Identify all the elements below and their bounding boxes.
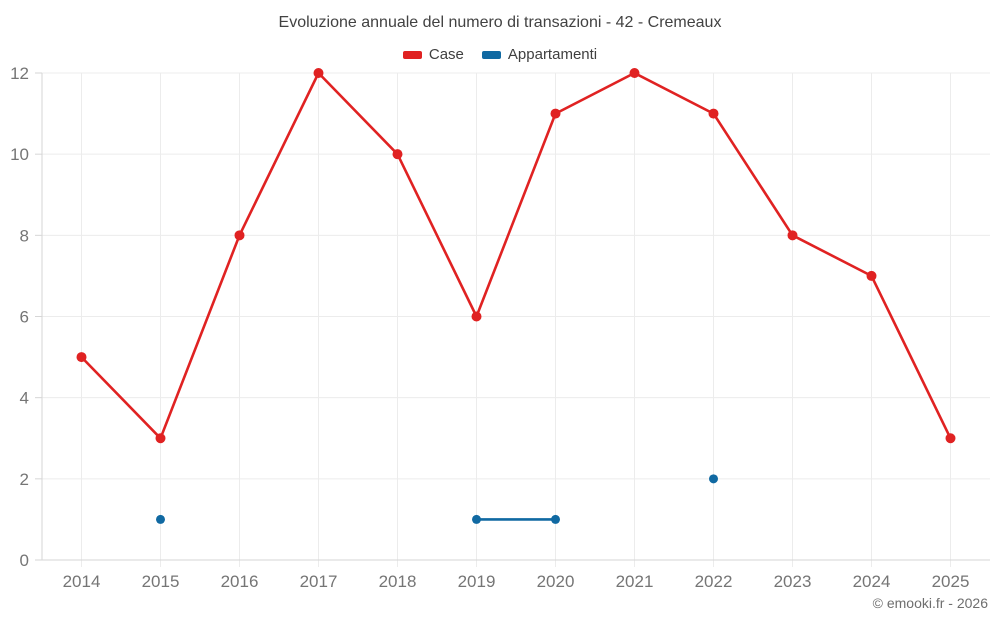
x-tick-label: 2022 bbox=[695, 572, 733, 591]
legend-item-case[interactable]: Case bbox=[402, 46, 464, 63]
x-tick-label: 2018 bbox=[379, 572, 417, 591]
y-tick-label: 0 bbox=[20, 551, 29, 570]
case-point bbox=[76, 352, 87, 363]
y-tick-label: 12 bbox=[10, 64, 29, 83]
x-tick-label: 2024 bbox=[853, 572, 891, 591]
x-tick-label: 2023 bbox=[774, 572, 812, 591]
case-point bbox=[155, 433, 166, 444]
appartamenti-legend-label: Appartamenti bbox=[507, 46, 598, 63]
case-point bbox=[392, 149, 403, 160]
appartamenti-point bbox=[472, 514, 481, 524]
x-tick-label: 2019 bbox=[458, 572, 496, 591]
y-tick-label: 8 bbox=[20, 226, 29, 245]
case-legend-swatch bbox=[402, 50, 422, 59]
y-tick-label: 2 bbox=[20, 470, 29, 489]
x-tick-label: 2017 bbox=[300, 572, 338, 591]
legend: Case Appartamenti bbox=[0, 46, 1000, 63]
case-point bbox=[866, 270, 877, 281]
case-point bbox=[313, 68, 324, 78]
y-tick-label: 6 bbox=[20, 308, 29, 327]
legend-item-appartamenti[interactable]: Appartamenti bbox=[481, 46, 598, 63]
case-point bbox=[787, 230, 798, 241]
appartamenti-point bbox=[156, 514, 165, 524]
copyright: © emooki.fr - 2026 bbox=[872, 595, 988, 611]
case-point bbox=[945, 433, 956, 444]
x-tick-label: 2014 bbox=[63, 572, 101, 591]
case-point bbox=[550, 108, 561, 119]
x-tick-label: 2015 bbox=[142, 572, 180, 591]
case-legend-label: Case bbox=[428, 46, 464, 63]
y-tick-label: 4 bbox=[20, 389, 29, 408]
case-point bbox=[629, 68, 640, 78]
appartamenti-point bbox=[551, 514, 560, 524]
case-line bbox=[80, 71, 952, 440]
chart-title: Evoluzione annuale del numero di transaz… bbox=[278, 14, 722, 31]
appartamenti-legend-swatch bbox=[481, 50, 501, 59]
case-point bbox=[234, 230, 245, 241]
x-tick-label: 2020 bbox=[537, 572, 575, 591]
x-tick-label: 2016 bbox=[221, 572, 259, 591]
x-tick-label: 2021 bbox=[616, 572, 654, 591]
case-point bbox=[708, 108, 719, 119]
y-tick-label: 10 bbox=[10, 145, 29, 164]
x-tick-label: 2025 bbox=[932, 572, 970, 591]
case-point bbox=[471, 311, 482, 322]
appartamenti-point bbox=[709, 474, 718, 484]
appartamenti-line bbox=[477, 479, 714, 520]
